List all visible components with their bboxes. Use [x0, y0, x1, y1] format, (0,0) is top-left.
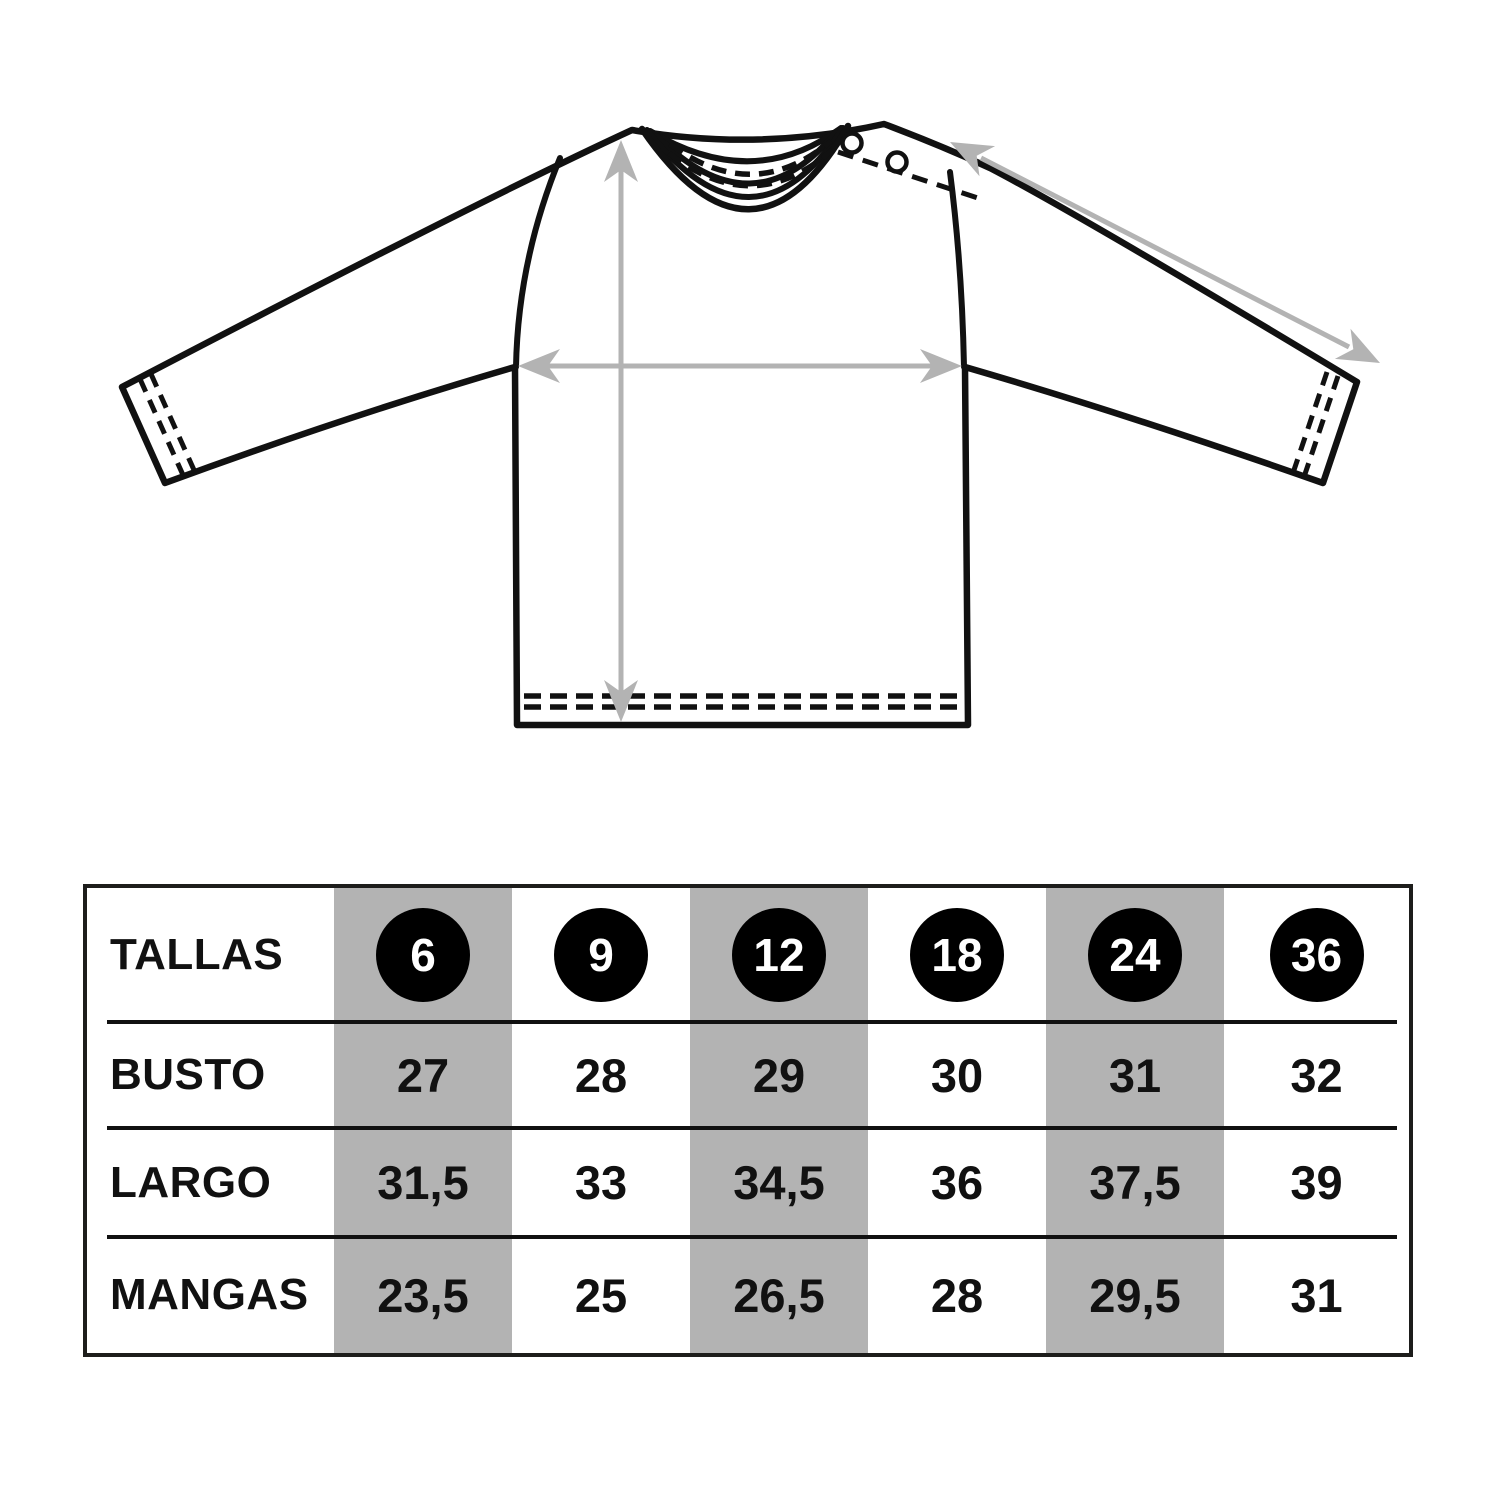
measurement-cell: 26,5: [733, 1268, 825, 1322]
sleeve-measure-arrow: [950, 142, 1380, 363]
measurement-cell: 32: [1290, 1048, 1343, 1102]
measurement-cell: 31,5: [377, 1156, 469, 1209]
measurement-cell: 31: [1290, 1268, 1343, 1322]
right-cuff-stitch-1: [1301, 375, 1341, 478]
snap-button-icon-1: [840, 131, 864, 155]
measurement-cell: 23,5: [377, 1268, 469, 1322]
size-badge: 36: [1269, 908, 1364, 1002]
shirt-silhouette: [118, 120, 1361, 729]
collar-binding-top-edge: [647, 125, 844, 165]
size-badge-cell: 24: [1046, 888, 1224, 1022]
chest-measure-arrow: [518, 349, 962, 383]
measurement-cell: 39: [1290, 1156, 1343, 1209]
measurement-cell: 30: [930, 1048, 984, 1102]
row-label-largo: LARGO: [110, 1157, 272, 1207]
collar-stitch-dashes-row2: [667, 147, 834, 189]
measurement-cell: 34,5: [733, 1156, 825, 1209]
measurement-cell: 28: [930, 1268, 984, 1322]
row-divider: [107, 1020, 1397, 1024]
size-badge-cell: 9: [512, 888, 690, 1022]
size-badge: 24: [1088, 908, 1182, 1002]
measurement-arrows: [518, 140, 1380, 722]
shirt-drawing-area: [118, 120, 1380, 729]
measurement-cell: 31: [1108, 1048, 1162, 1102]
row-label-tallas: TALLAS: [110, 930, 284, 979]
size-badge-cell: 12: [690, 888, 868, 1022]
measurement-cell: 36: [930, 1156, 984, 1209]
collar-rib-bottom-edge: [638, 122, 852, 213]
size-table: TALLAS 6 9 12 18 24 36 BUSTO 27 28 29 30 31 32 LARGO 31…: [83, 884, 1413, 1357]
row-divider: [107, 1126, 1397, 1130]
shirt-technical-drawing: [118, 120, 1380, 729]
size-badge: 12: [732, 908, 826, 1002]
row-label-busto: BUSTO: [110, 1050, 266, 1099]
measurement-cell: 33: [574, 1156, 628, 1209]
size-badge: 6: [376, 908, 470, 1002]
size-badge-cell: 36: [1224, 888, 1409, 1022]
measurement-cell: 37,5: [1089, 1156, 1181, 1209]
size-table-grid: TALLAS 6 9 12 18 24 36 BUSTO 27 28 29 30 31 32 LARGO 31…: [87, 888, 1409, 1353]
row-divider: [107, 1235, 1397, 1239]
row-label-mangas: MANGAS: [110, 1270, 309, 1319]
measurement-cell: 28: [574, 1048, 628, 1102]
left-armhole-seam: [513, 155, 563, 370]
right-armhole-seam: [947, 169, 967, 370]
size-badge-cell: 18: [868, 888, 1046, 1022]
length-measure-arrow: [604, 140, 638, 722]
measurement-cell: 29: [752, 1048, 806, 1102]
snap-button-icon-2: [885, 150, 909, 174]
measurement-cell: 27: [396, 1048, 450, 1102]
measurement-cell: 29,5: [1089, 1268, 1181, 1322]
size-badge: 18: [910, 908, 1004, 1002]
size-badge-cell: 6: [334, 888, 512, 1022]
measurement-cell: 25: [574, 1268, 628, 1322]
left-cuff-stitch-2: [148, 372, 197, 472]
left-cuff-stitch-1: [137, 377, 186, 477]
right-cuff-stitch-2: [1290, 371, 1330, 474]
size-badge: 9: [554, 908, 648, 1002]
collar-stitch-dashes-row1: [668, 138, 833, 177]
